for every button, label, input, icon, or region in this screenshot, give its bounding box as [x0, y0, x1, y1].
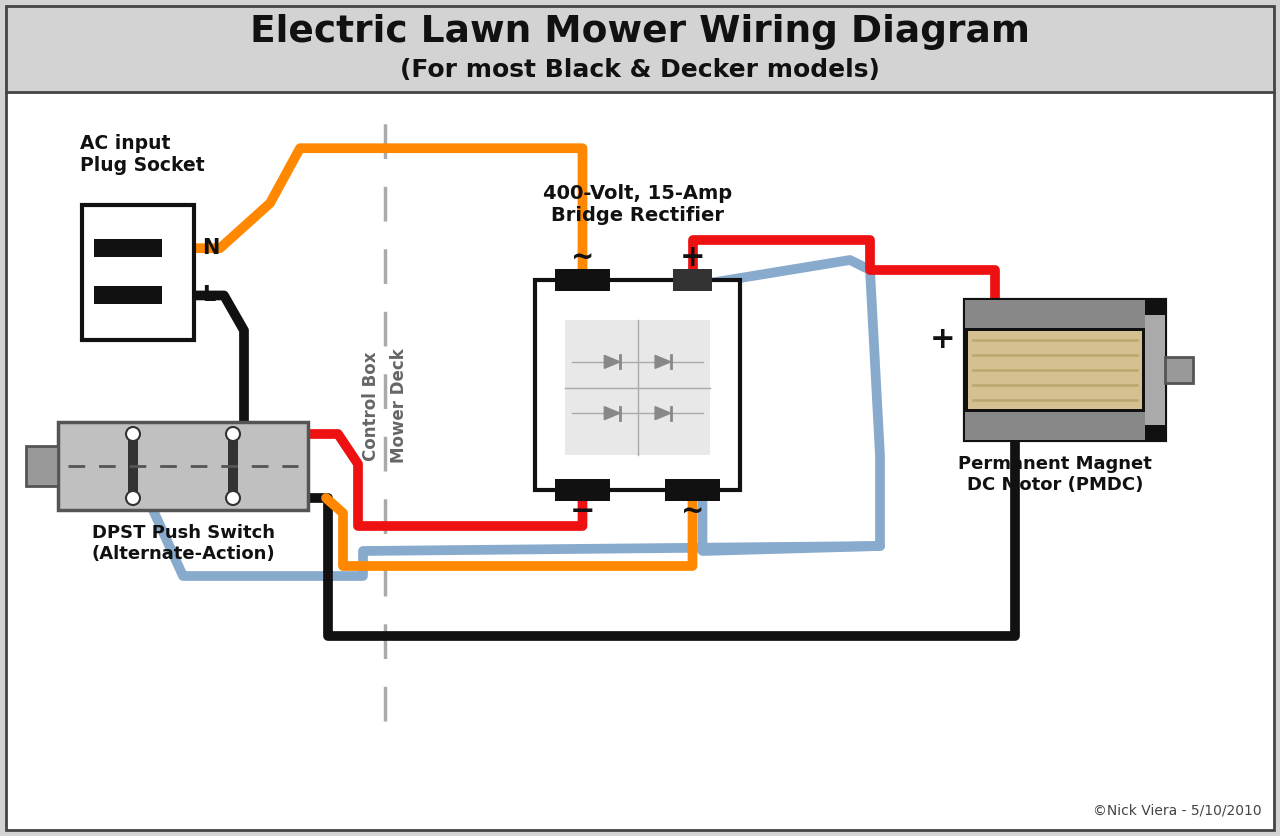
Text: Electric Lawn Mower Wiring Diagram: Electric Lawn Mower Wiring Diagram: [250, 14, 1030, 50]
Bar: [556, 479, 611, 501]
Circle shape: [125, 491, 140, 505]
Bar: [556, 269, 611, 291]
Polygon shape: [655, 406, 671, 420]
Text: −: −: [570, 497, 595, 527]
Text: Control Box: Control Box: [362, 351, 380, 461]
Text: Permanent Magnet
DC Motor (PMDC): Permanent Magnet DC Motor (PMDC): [957, 455, 1152, 494]
Circle shape: [227, 427, 241, 441]
Text: AC input
Plug Socket: AC input Plug Socket: [79, 134, 205, 175]
Bar: [228, 430, 238, 502]
Text: 400-Volt, 15-Amp
Bridge Rectifier: 400-Volt, 15-Amp Bridge Rectifier: [543, 184, 732, 225]
Bar: [58, 422, 308, 510]
Polygon shape: [604, 406, 620, 420]
Text: DPST Push Switch
(Alternate-Action): DPST Push Switch (Alternate-Action): [91, 524, 275, 563]
Polygon shape: [655, 355, 671, 369]
Bar: [6, 1, 1274, 92]
Bar: [965, 300, 1146, 328]
Bar: [82, 205, 195, 340]
Text: Mower Deck: Mower Deck: [390, 349, 408, 463]
Bar: [93, 287, 163, 304]
Bar: [26, 446, 58, 486]
Bar: [968, 331, 1142, 409]
Bar: [535, 280, 740, 490]
Bar: [1146, 315, 1165, 425]
Bar: [1165, 357, 1193, 383]
Text: +: +: [931, 325, 956, 354]
Bar: [965, 412, 1146, 440]
Text: ~: ~: [571, 244, 594, 272]
Bar: [673, 269, 712, 291]
Text: N: N: [202, 238, 219, 258]
Circle shape: [227, 491, 241, 505]
Bar: [128, 430, 138, 502]
Bar: [965, 300, 1165, 440]
Bar: [666, 479, 719, 501]
Text: ~: ~: [681, 498, 704, 526]
Text: (For most Black & Decker models): (For most Black & Decker models): [401, 58, 879, 82]
Circle shape: [125, 427, 140, 441]
Bar: [93, 239, 163, 257]
Text: L: L: [202, 285, 215, 305]
Polygon shape: [604, 355, 620, 369]
Bar: [6, 93, 1274, 830]
Text: ©Nick Viera - 5/10/2010: ©Nick Viera - 5/10/2010: [1093, 804, 1262, 818]
Bar: [564, 320, 710, 455]
Text: +: +: [680, 243, 705, 273]
